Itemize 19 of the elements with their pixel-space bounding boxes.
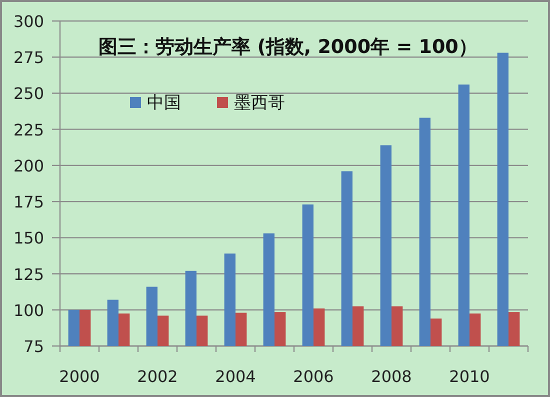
y-tick-label: 275: [13, 48, 44, 68]
y-tick-label: 300: [13, 12, 44, 31]
x-tick-label: 2002: [137, 367, 178, 386]
x-tick-label: 2010: [449, 367, 490, 386]
x-tick-label: 2008: [371, 367, 412, 386]
y-tick-label: 100: [13, 300, 44, 320]
y-tick-label: 225: [13, 120, 44, 140]
x-tick-label: 2004: [215, 367, 256, 386]
x-tick-label: 2000: [59, 367, 100, 386]
y-tick-label: 125: [13, 264, 44, 284]
y-tick-label: 75: [24, 337, 44, 356]
y-tick-label: 150: [13, 228, 44, 248]
y-tick-label: 200: [13, 156, 44, 176]
y-tick-label: 250: [13, 84, 44, 104]
legend-label: 墨西哥: [234, 93, 285, 113]
text: 图三：劳动生产率 (指数, 2000年 = 100）: [98, 36, 478, 58]
legend-label: 中国: [147, 93, 181, 113]
y-tick-label: 175: [13, 192, 44, 212]
x-tick-label: 2006: [293, 367, 334, 386]
